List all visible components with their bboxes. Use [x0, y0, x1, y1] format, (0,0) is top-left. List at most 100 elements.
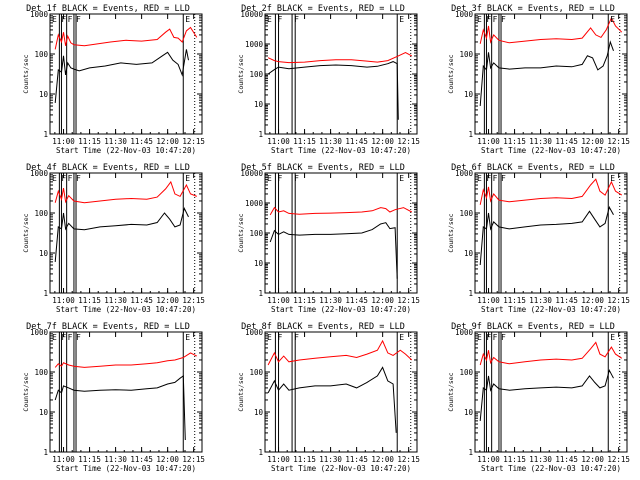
lld-series-line [54, 26, 198, 50]
y-tick-label: 1 [258, 289, 263, 298]
y-axis-label: Counts/sec [447, 54, 455, 93]
interval-marker: E [185, 333, 190, 342]
y-tick-label: 1 [43, 130, 48, 139]
events-series-line [54, 374, 186, 441]
interval-marker: F [277, 15, 282, 24]
y-axis-label: Counts/sec [22, 213, 30, 252]
panel-title: Det 9f BLACK = Events, RED = LLD [451, 322, 615, 332]
x-tick-label: 12:15 [182, 137, 205, 146]
x-tick-label: 11:45 [555, 137, 578, 146]
x-tick-label: 11:45 [345, 296, 368, 305]
interval-marker: F [76, 174, 81, 183]
y-tick-label: 100 [34, 50, 48, 59]
plot-frame [49, 13, 203, 135]
detector-panel-7: Det 7f BLACK = Events, RED = LLD 1 10 100 10… [22, 322, 205, 473]
plot-frame [264, 172, 418, 294]
y-tick-label: 10 [39, 249, 49, 258]
y-tick-label: 10 [39, 90, 49, 99]
x-tick-label: 12:15 [397, 455, 420, 464]
x-tick-label: 12:00 [371, 137, 394, 146]
events-series-line [54, 49, 189, 103]
x-tick-label: 11:00 [267, 137, 290, 146]
x-tick-label: 12:15 [607, 296, 630, 305]
plot-frame [49, 331, 203, 453]
x-tick-label: 11:00 [477, 455, 500, 464]
detector-panel-5: Det 5f BLACK = Events, RED = LLD 1 10 100 10… [237, 163, 420, 314]
x-tick-label: 11:45 [555, 296, 578, 305]
panel-title: Det 4f BLACK = Events, RED = LLD [26, 163, 190, 173]
events-series-line [267, 61, 399, 120]
x-tick-label: 12:15 [182, 296, 205, 305]
x-tick-label: 11:00 [477, 137, 500, 146]
interval-marker: E [185, 174, 190, 183]
y-tick-label: 10 [464, 408, 474, 417]
x-axis-label: Start Time (22-Nov-03 10:47:20) [56, 464, 196, 473]
detector-panel-4: Det 4f BLACK = Events, RED = LLD 1 10 100 10… [22, 163, 205, 314]
panel-title: Det 5f BLACK = Events, RED = LLD [241, 163, 405, 173]
interval-marker: F [493, 174, 498, 183]
interval-marker: F [493, 333, 498, 342]
lld-series-line [54, 180, 197, 204]
interval-marker: E [610, 174, 615, 183]
y-tick-label: 100 [34, 368, 48, 377]
plot-frame [474, 13, 628, 135]
events-series-line [267, 366, 397, 433]
interval-marker: E [52, 333, 57, 342]
x-tick-label: 11:15 [503, 455, 526, 464]
panel-title: Det 7f BLACK = Events, RED = LLD [26, 322, 190, 332]
plot-frame [474, 331, 628, 453]
events-series-line [479, 368, 614, 421]
y-tick-label: 1000 [245, 328, 264, 337]
x-axis-label: Start Time (22-Nov-03 10:47:20) [271, 464, 411, 473]
x-tick-label: 11:45 [555, 455, 578, 464]
x-tick-label: 12:00 [581, 137, 604, 146]
panel-title: Det 2f BLACK = Events, RED = LLD [241, 4, 405, 14]
interval-marker: E [399, 174, 404, 183]
x-tick-label: 11:30 [319, 296, 342, 305]
x-tick-label: 12:15 [182, 455, 205, 464]
lld-series-line [479, 178, 623, 205]
y-tick-label: 10 [254, 100, 264, 109]
y-axis-label: Counts/sec [237, 54, 245, 93]
y-tick-label: 100 [249, 229, 263, 238]
interval-marker: F [501, 15, 506, 24]
x-tick-label: 11:30 [529, 455, 552, 464]
x-tick-label: 12:00 [371, 296, 394, 305]
x-tick-label: 11:00 [52, 296, 75, 305]
panel-title: Det 8f BLACK = Events, RED = LLD [241, 322, 405, 332]
interval-marker: F [68, 15, 73, 24]
interval-marker: E [399, 15, 404, 24]
x-tick-label: 11:00 [52, 455, 75, 464]
interval-marker: F [68, 174, 73, 183]
x-tick-label: 11:15 [78, 296, 101, 305]
y-tick-label: 100 [249, 368, 263, 377]
y-axis-label: Counts/sec [237, 213, 245, 252]
y-tick-label: 10 [254, 259, 264, 268]
detector-panel-1: Det 1f BLACK = Events, RED = LLD 1 10 100 10… [22, 4, 205, 155]
x-tick-label: 11:15 [78, 137, 101, 146]
lld-series-line [267, 51, 413, 64]
x-tick-label: 12:15 [397, 137, 420, 146]
x-tick-label: 11:45 [345, 455, 368, 464]
events-series-line [479, 40, 614, 107]
y-axis-label: Counts/sec [22, 54, 30, 93]
y-tick-label: 1000 [245, 40, 264, 49]
x-tick-label: 12:00 [156, 137, 179, 146]
y-tick-label: 100 [459, 50, 473, 59]
y-tick-label: 1000 [30, 10, 49, 19]
y-tick-label: 1000 [455, 328, 474, 337]
y-tick-label: 100 [249, 70, 263, 79]
detector-panel-6: Det 6f BLACK = Events, RED = LLD 1 10 100 10… [447, 163, 630, 314]
interval-marker: E [477, 333, 482, 342]
interval-marker: F [76, 15, 81, 24]
x-tick-label: 11:45 [130, 455, 153, 464]
y-tick-label: 1000 [245, 199, 264, 208]
interval-marker: F [76, 333, 81, 342]
y-tick-label: 10 [464, 249, 474, 258]
x-tick-label: 11:15 [78, 455, 101, 464]
lld-series-line [479, 341, 623, 366]
x-tick-label: 11:45 [130, 137, 153, 146]
x-tick-label: 11:00 [52, 137, 75, 146]
events-series-line [54, 206, 189, 262]
y-tick-label: 10000 [240, 169, 263, 178]
